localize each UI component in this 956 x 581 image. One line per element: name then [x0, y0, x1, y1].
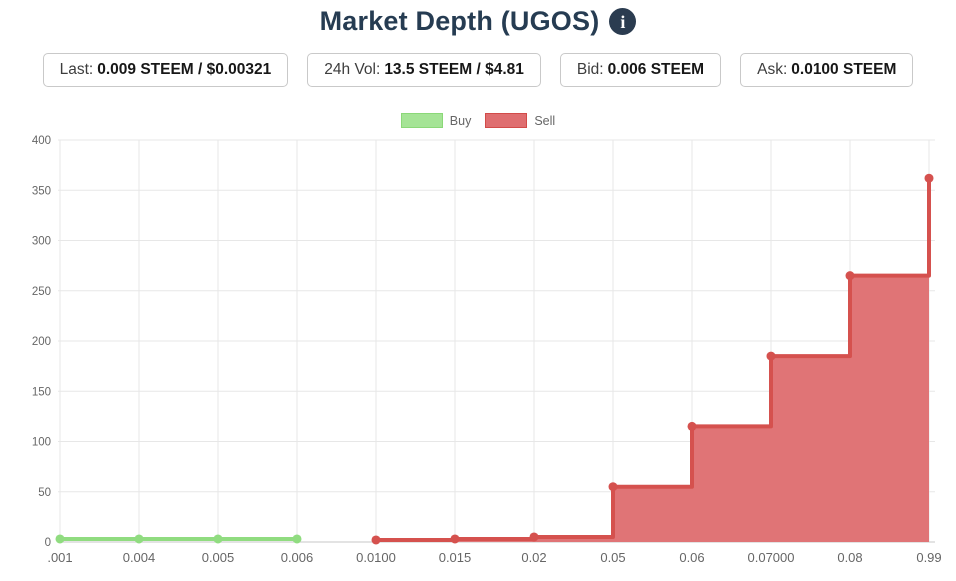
chart-legend: Buy Sell [0, 113, 956, 128]
svg-text:150: 150 [32, 386, 51, 398]
svg-text:0.05: 0.05 [600, 550, 625, 565]
svg-text:250: 250 [32, 286, 51, 298]
stat-24h-vol-label: 24h Vol: [324, 61, 381, 78]
info-icon[interactable]: i [609, 8, 637, 35]
svg-text:0.07000: 0.07000 [748, 550, 795, 565]
svg-text:0.005: 0.005 [202, 550, 235, 565]
stat-24h-vol: 24h Vol: 13.5 STEEM / $4.81 [307, 53, 541, 87]
svg-text:200: 200 [32, 336, 51, 348]
market-stats-row: Last: 0.009 STEEM / $0.00321 24h Vol: 13.5… [0, 53, 956, 87]
stat-bid-value: 0.006 STEEM [607, 61, 705, 78]
svg-text:100: 100 [32, 437, 51, 449]
legend-item-buy[interactable]: Buy [400, 113, 472, 128]
stat-ask-value: 0.0100 STEEM [791, 61, 897, 78]
svg-text:300: 300 [32, 236, 51, 248]
buy-swatch-icon [400, 113, 443, 128]
svg-text:0.006: 0.006 [281, 550, 314, 565]
sell-swatch-icon [485, 113, 528, 128]
market-depth-chart[interactable]: 0 50 100 150 200 250 300 350 400 .001 0.004 0.005 0.… [0, 135, 956, 581]
svg-text:0.99: 0.99 [916, 550, 941, 565]
stat-last-label: Last: [59, 61, 94, 78]
svg-text:0.0100: 0.0100 [356, 550, 396, 565]
stat-ask: Ask: 0.0100 STEEM [740, 53, 914, 87]
svg-text:.001: .001 [47, 550, 72, 565]
legend-item-sell[interactable]: Sell [485, 113, 555, 128]
legend-buy-label: Buy [449, 113, 472, 128]
page-title: Market Depth (UGOS) [319, 6, 600, 36]
svg-text:0.06: 0.06 [679, 550, 704, 565]
svg-text:0.08: 0.08 [837, 550, 862, 565]
svg-text:50: 50 [38, 487, 51, 499]
svg-text:0.02: 0.02 [521, 550, 546, 565]
svg-text:400: 400 [32, 135, 51, 147]
svg-text:0.004: 0.004 [123, 550, 156, 565]
stat-last-value: 0.009 STEEM / $0.00321 [97, 61, 272, 78]
stat-bid: Bid: 0.006 STEEM [559, 53, 722, 87]
svg-text:0.015: 0.015 [439, 550, 472, 565]
stat-last: Last: 0.009 STEEM / $0.00321 [42, 53, 289, 87]
stat-24h-vol-value: 13.5 STEEM / $4.81 [384, 61, 524, 78]
legend-sell-label: Sell [534, 113, 556, 128]
stat-ask-label: Ask: [757, 61, 788, 78]
svg-text:0: 0 [45, 537, 51, 549]
svg-text:350: 350 [32, 185, 51, 197]
page-header: Market Depth (UGOS) i [0, 6, 956, 37]
stat-bid-label: Bid: [576, 61, 604, 78]
